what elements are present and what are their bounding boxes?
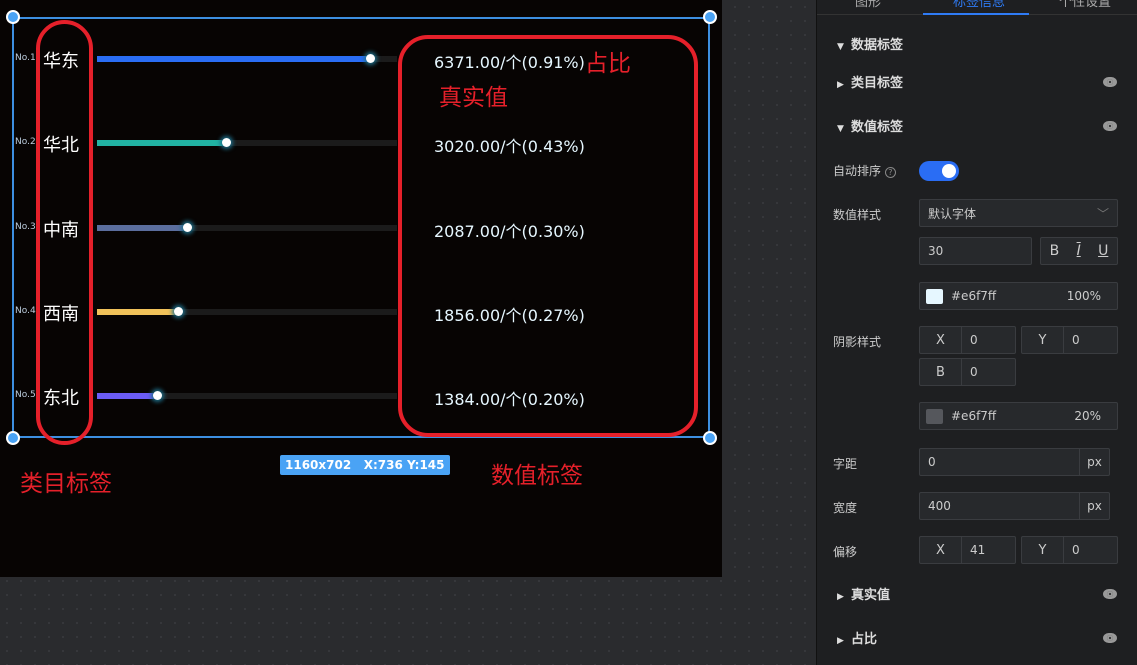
category-label: 东北	[43, 388, 79, 409]
italic-button[interactable]: I	[1076, 243, 1081, 259]
value-label: 3020.00/个(0.43%)	[434, 137, 585, 156]
bar-track	[97, 54, 397, 63]
eye-icon[interactable]	[1103, 121, 1117, 131]
section-data-label[interactable]: ▼ 数据标签	[837, 38, 904, 53]
selection-frame[interactable]	[12, 17, 710, 438]
bar-end-dot	[183, 223, 192, 232]
help-icon: ?	[884, 167, 896, 178]
section-value-label[interactable]: ▼ 数值标签	[837, 120, 904, 135]
text-style-group: B I U	[1040, 237, 1118, 265]
section-real-value[interactable]: ▶ 真实值	[837, 588, 891, 603]
bar-fill	[97, 309, 178, 315]
rank-label: No.1	[15, 53, 36, 63]
offset-label: 偏移	[833, 545, 858, 559]
bar-track	[97, 307, 397, 316]
bar-fill	[97, 56, 370, 62]
value-label: 2087.00/个(0.30%)	[434, 222, 585, 241]
active-tab-indicator	[923, 13, 1029, 15]
offset-x-input[interactable]: X 41	[919, 536, 1016, 564]
color-swatch	[926, 408, 943, 424]
shadow-color-input[interactable]: #e6f7ff 20%	[919, 402, 1118, 430]
resize-handle-tr[interactable]	[703, 10, 717, 24]
annotation-ratio: 占比	[585, 51, 631, 77]
value-style-label: 数值样式	[833, 208, 882, 222]
auto-sort-label: 自动排序 ?	[833, 162, 896, 179]
caret-down-icon: ▼	[837, 124, 844, 134]
caret-right-icon: ▶	[837, 592, 844, 602]
auto-sort-toggle[interactable]	[919, 161, 959, 181]
rank-label: No.2	[15, 137, 36, 147]
value-label: 1856.00/个(0.27%)	[434, 306, 585, 325]
annotation-value-label: 数值标签	[491, 463, 583, 489]
annotation-real-value: 真实值	[439, 85, 508, 111]
annotation-box-category	[36, 20, 93, 445]
rank-label: No.4	[15, 306, 36, 316]
category-label: 华北	[43, 135, 79, 156]
spacing-label: 字距	[833, 457, 858, 471]
bar-fill	[97, 225, 187, 231]
caret-down-icon: ▼	[837, 42, 844, 52]
chart-canvas	[0, 0, 722, 577]
resize-handle-bl[interactable]	[6, 431, 20, 445]
settings-panel: 图形 标签信息 个性设置 ▼ 数据标签 ▶ 类目标签 ▼ 数值标签 自动排序 ? 数值…	[816, 0, 1137, 665]
bar-end-dot	[153, 391, 162, 400]
section-ratio[interactable]: ▶ 占比	[837, 632, 878, 647]
font-select[interactable]: 默认字体 ﹀	[919, 199, 1118, 227]
color-input[interactable]: #e6f7ff 100%	[919, 282, 1118, 310]
resize-handle-tl[interactable]	[6, 10, 20, 24]
caret-right-icon: ▶	[837, 80, 844, 90]
tab-graphics[interactable]: 图形	[855, 0, 882, 10]
shadow-style-label: 阴影样式	[833, 335, 882, 349]
category-label: 中南	[43, 220, 79, 241]
bar-end-dot	[366, 54, 375, 63]
bar-end-dot	[174, 307, 183, 316]
bar-fill	[97, 393, 157, 399]
resize-handle-br[interactable]	[703, 431, 717, 445]
tab-custom[interactable]: 个性设置	[1059, 0, 1112, 10]
caret-right-icon: ▶	[837, 636, 844, 646]
spacing-input[interactable]: 0 px	[919, 448, 1110, 476]
annotation-box-value	[398, 35, 698, 437]
size-position-badge: 1160x702 X:736 Y:145	[280, 455, 450, 475]
width-label: 宽度	[833, 501, 858, 515]
category-label: 华东	[43, 51, 79, 72]
value-label: 6371.00/个(0.91%)	[434, 53, 585, 72]
bold-button[interactable]: B	[1049, 243, 1060, 259]
eye-icon[interactable]	[1103, 77, 1117, 87]
section-category-label[interactable]: ▶ 类目标签	[837, 76, 904, 91]
category-label: 西南	[43, 304, 79, 325]
bar-end-dot	[222, 138, 231, 147]
value-label: 1384.00/个(0.20%)	[434, 390, 585, 409]
eye-icon[interactable]	[1103, 633, 1117, 643]
bar-track	[97, 223, 397, 232]
rank-label: No.3	[15, 222, 36, 232]
underline-button[interactable]: U	[1098, 243, 1109, 259]
bar-track	[97, 391, 397, 400]
color-swatch	[926, 288, 943, 304]
annotation-category-label: 类目标签	[20, 471, 112, 497]
font-size-input[interactable]: 30	[919, 237, 1032, 265]
eye-icon[interactable]	[1103, 589, 1117, 599]
bar-fill	[97, 140, 226, 146]
tab-label-info[interactable]: 标签信息	[953, 0, 1006, 10]
bar-track	[97, 138, 397, 147]
width-input[interactable]: 400 px	[919, 492, 1110, 520]
rank-label: No.5	[15, 390, 36, 400]
chevron-down-icon: ﹀	[1096, 206, 1109, 221]
